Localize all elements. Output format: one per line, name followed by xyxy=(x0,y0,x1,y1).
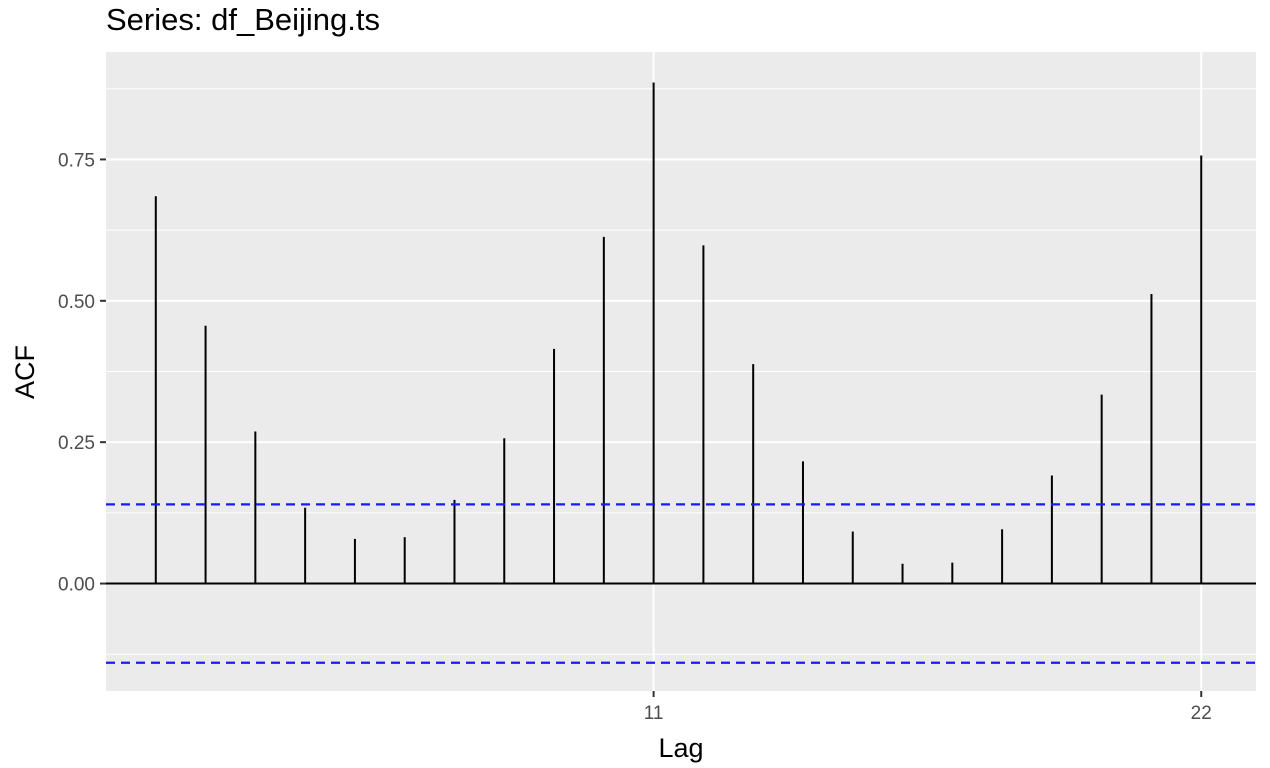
acf-bars xyxy=(154,82,1203,584)
x-axis-title: Lag xyxy=(658,733,703,763)
chart-title: Series: df_Beijing.ts xyxy=(106,2,380,37)
y-tick-label: 0.75 xyxy=(58,150,95,171)
y-tick-label: 0.50 xyxy=(58,292,95,313)
x-tick-label: 11 xyxy=(644,703,664,724)
confidence-lines xyxy=(106,503,1256,664)
x-axis: 11 22 xyxy=(644,691,1212,724)
y-tick-label: 0.25 xyxy=(58,433,95,454)
y-axis: 0.00 0.25 0.50 0.75 xyxy=(58,150,106,596)
y-tick-label: 0.00 xyxy=(58,575,95,596)
minor-y-gridlines xyxy=(106,88,1256,655)
x-tick-label: 22 xyxy=(1191,703,1212,724)
y-axis-title: ACF xyxy=(10,345,40,399)
